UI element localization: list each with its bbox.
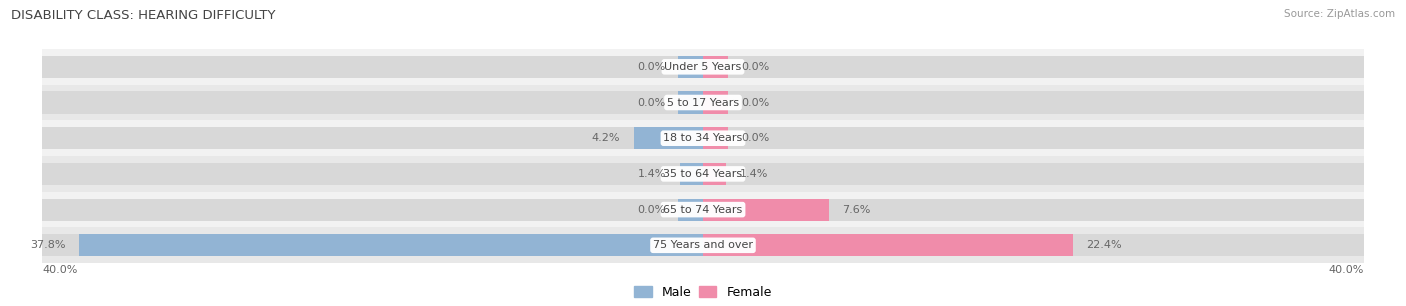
Text: 37.8%: 37.8% (30, 240, 65, 250)
Bar (703, 56, 728, 78)
Bar (703, 234, 1073, 256)
Text: 18 to 34 Years: 18 to 34 Years (664, 133, 742, 143)
Bar (79, 234, 703, 256)
Text: 0.0%: 0.0% (637, 98, 665, 107)
Text: 0.0%: 0.0% (741, 133, 769, 143)
Text: 0.0%: 0.0% (637, 62, 665, 72)
Bar (678, 199, 703, 221)
Bar (703, 163, 725, 185)
Text: 1.4%: 1.4% (638, 169, 666, 179)
Text: Source: ZipAtlas.com: Source: ZipAtlas.com (1284, 9, 1395, 19)
Bar (42, 163, 1364, 185)
Text: 7.6%: 7.6% (842, 205, 870, 215)
Bar (681, 163, 703, 185)
Bar (42, 156, 1364, 192)
Text: 0.0%: 0.0% (637, 205, 665, 215)
Text: 22.4%: 22.4% (1087, 240, 1122, 250)
Bar (42, 56, 1364, 78)
Text: 65 to 74 Years: 65 to 74 Years (664, 205, 742, 215)
Text: 4.2%: 4.2% (592, 133, 620, 143)
Text: DISABILITY CLASS: HEARING DIFFICULTY: DISABILITY CLASS: HEARING DIFFICULTY (11, 9, 276, 22)
Bar (42, 234, 1364, 256)
Text: 35 to 64 Years: 35 to 64 Years (664, 169, 742, 179)
Bar (634, 127, 703, 149)
Text: 0.0%: 0.0% (741, 62, 769, 72)
Bar (42, 127, 1364, 149)
Bar (42, 192, 1364, 227)
Bar (678, 56, 703, 78)
Text: Under 5 Years: Under 5 Years (665, 62, 741, 72)
Text: 75 Years and over: 75 Years and over (652, 240, 754, 250)
Bar (703, 91, 728, 114)
Bar (42, 120, 1364, 156)
Text: 40.0%: 40.0% (42, 265, 77, 275)
Bar (42, 199, 1364, 221)
Text: 40.0%: 40.0% (1329, 265, 1364, 275)
Text: 0.0%: 0.0% (741, 98, 769, 107)
Bar (703, 127, 728, 149)
Legend: Male, Female: Male, Female (630, 281, 776, 304)
Bar (42, 85, 1364, 120)
Bar (678, 91, 703, 114)
Bar (42, 91, 1364, 114)
Bar (42, 227, 1364, 263)
Text: 1.4%: 1.4% (740, 169, 768, 179)
Bar (703, 199, 828, 221)
Bar (42, 49, 1364, 85)
Text: 5 to 17 Years: 5 to 17 Years (666, 98, 740, 107)
